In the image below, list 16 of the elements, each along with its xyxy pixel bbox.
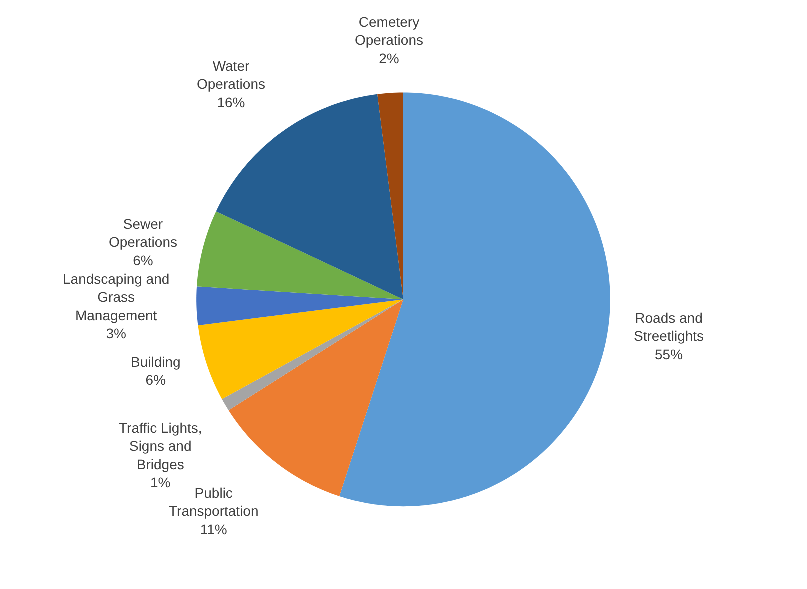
slice-label: Building: [131, 354, 181, 370]
slice-label: Traffic Lights, Signs and Bridges: [119, 420, 202, 472]
slice-label: Roads and Streetlights: [634, 310, 704, 344]
slice-label: Public Transportation: [169, 485, 259, 520]
data-label: 55%: [655, 346, 684, 362]
slice-label: Water Operations: [197, 58, 266, 92]
data-label: 16%: [217, 94, 246, 110]
data-label: 6%: [146, 372, 166, 388]
data-label: 11%: [200, 521, 228, 538]
data-label: 6%: [133, 252, 154, 268]
slice-label: Sewer Operations: [109, 216, 178, 250]
data-label: 2%: [379, 50, 400, 66]
data-label: 1%: [150, 474, 171, 491]
data-label: 3%: [106, 326, 126, 342]
slice-label: Landscaping and Grass Management: [63, 271, 170, 324]
slice-label: Cemetery Operations: [355, 14, 424, 48]
